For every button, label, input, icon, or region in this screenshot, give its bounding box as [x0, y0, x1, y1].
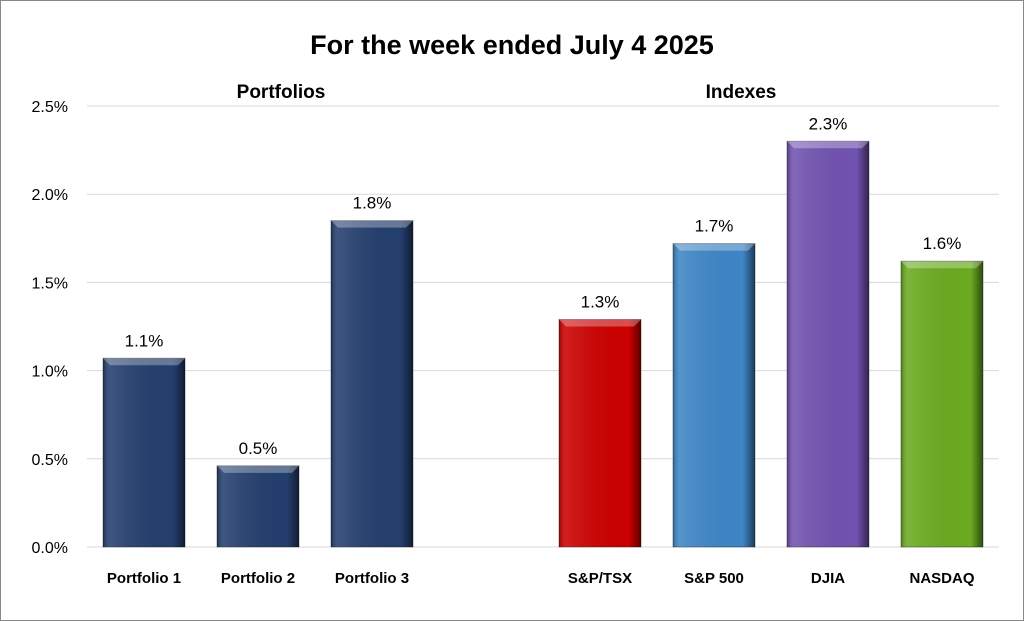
- data-label: 1.1%: [125, 331, 164, 350]
- x-tick-label: Portfolio 2: [221, 570, 295, 587]
- x-tick-label: Portfolio 1: [107, 570, 181, 587]
- bar-bevel: [901, 261, 983, 269]
- y-tick-label: 0.0%: [32, 540, 68, 557]
- bar: [216, 465, 300, 548]
- bar: [102, 357, 186, 548]
- bar-shade: [673, 243, 755, 548]
- x-tick-label: NASDAQ: [909, 570, 974, 587]
- bar: [558, 318, 642, 548]
- bar-bevel: [331, 220, 413, 228]
- bar-bevel: [559, 319, 641, 327]
- data-label: 1.6%: [923, 234, 962, 253]
- bar-shade: [331, 220, 413, 547]
- bar-shade: [559, 319, 641, 547]
- bar: [786, 140, 870, 548]
- data-label: 1.8%: [353, 194, 392, 213]
- chart-title: For the week ended July 4 2025: [310, 30, 714, 60]
- data-label: 0.5%: [239, 439, 278, 458]
- bar-shade: [103, 358, 185, 547]
- data-label: 1.3%: [581, 292, 620, 311]
- y-tick-label: 1.5%: [32, 275, 68, 292]
- bar: [330, 220, 414, 548]
- y-tick-label: 1.0%: [32, 364, 68, 381]
- bar-bevel: [673, 243, 755, 251]
- x-tick-label: Portfolio 3: [335, 570, 409, 587]
- x-tick-label: S&P 500: [684, 570, 744, 587]
- group-label-indexes: Indexes: [706, 82, 777, 103]
- bar: [900, 260, 984, 548]
- bar-bevel: [787, 141, 869, 149]
- bar-shade: [901, 261, 983, 547]
- data-label: 2.3%: [809, 114, 848, 133]
- x-tick-label: S&P/TSX: [568, 570, 632, 587]
- data-label: 1.7%: [695, 217, 734, 236]
- y-tick-label: 2.5%: [32, 99, 68, 116]
- bar: [672, 243, 756, 548]
- bar-shade: [217, 465, 299, 547]
- y-tick-label: 2.0%: [32, 187, 68, 204]
- x-tick-label: DJIA: [811, 570, 845, 587]
- y-tick-label: 0.5%: [32, 452, 68, 469]
- bar-bevel: [103, 358, 185, 366]
- group-label-portfolios: Portfolios: [237, 82, 326, 103]
- bar-bevel: [217, 465, 299, 473]
- bar-shade: [787, 141, 869, 547]
